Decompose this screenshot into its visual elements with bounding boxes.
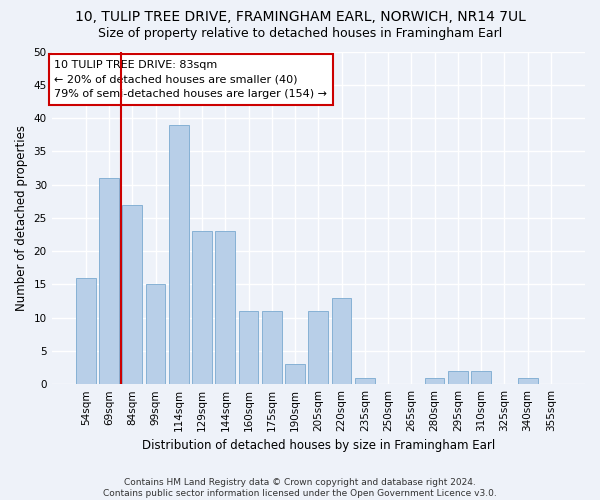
Bar [448, 371, 468, 384]
Y-axis label: Number of detached properties: Number of detached properties [15, 125, 28, 311]
Bar [518, 378, 538, 384]
Bar [355, 378, 375, 384]
Text: 10, TULIP TREE DRIVE, FRAMINGHAM EARL, NORWICH, NR14 7UL: 10, TULIP TREE DRIVE, FRAMINGHAM EARL, N… [74, 10, 526, 24]
Bar [262, 311, 282, 384]
Bar [285, 364, 305, 384]
Bar [99, 178, 119, 384]
Text: 10 TULIP TREE DRIVE: 83sqm
← 20% of detached houses are smaller (40)
79% of semi: 10 TULIP TREE DRIVE: 83sqm ← 20% of deta… [55, 60, 328, 100]
Bar [146, 284, 166, 384]
Bar [471, 371, 491, 384]
Text: Size of property relative to detached houses in Framingham Earl: Size of property relative to detached ho… [98, 28, 502, 40]
Bar [332, 298, 352, 384]
Bar [239, 311, 259, 384]
Bar [192, 231, 212, 384]
Bar [425, 378, 445, 384]
Bar [122, 204, 142, 384]
X-axis label: Distribution of detached houses by size in Framingham Earl: Distribution of detached houses by size … [142, 440, 495, 452]
Bar [308, 311, 328, 384]
Text: Contains HM Land Registry data © Crown copyright and database right 2024.
Contai: Contains HM Land Registry data © Crown c… [103, 478, 497, 498]
Bar [76, 278, 95, 384]
Bar [169, 124, 188, 384]
Bar [215, 231, 235, 384]
